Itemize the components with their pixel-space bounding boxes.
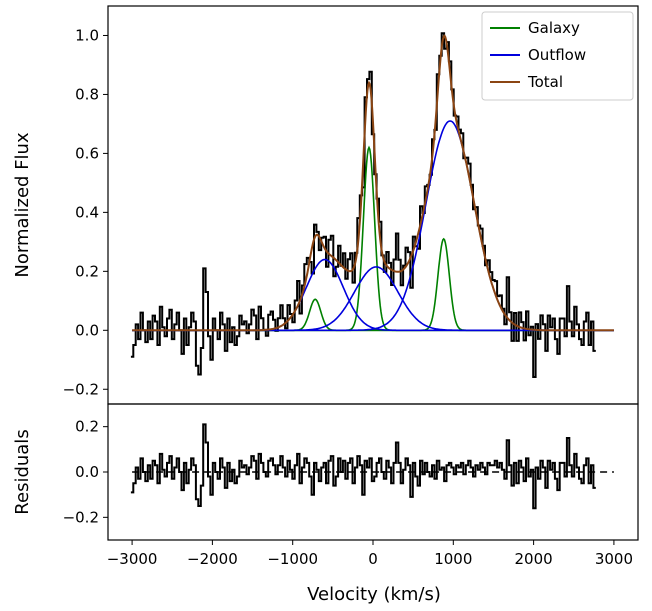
residuals-curves xyxy=(130,423,614,510)
fit-y-axis-label: Normalized Flux xyxy=(12,132,33,278)
x-tick-label: 1000 xyxy=(434,550,472,568)
x-tick-label: −1000 xyxy=(267,550,318,568)
residuals-y-ticks: −0.2 0.0 0.2 xyxy=(63,418,108,526)
residuals-x-ticks: −3000 −2000 −1000 0 1000 2000 3000 xyxy=(107,540,633,568)
residuals-y-axis-label: Residuals xyxy=(12,429,33,514)
fit-curves xyxy=(130,32,614,378)
legend-box xyxy=(481,11,634,101)
x-tick-label: 0 xyxy=(368,550,378,568)
residuals-spectrum xyxy=(130,423,596,510)
fit-y-tick-label: 0.0 xyxy=(75,321,99,339)
legend-label-total: Total xyxy=(527,73,563,91)
fit-y-tick-label: 0.6 xyxy=(75,144,99,162)
residuals-y-tick-label: −0.2 xyxy=(63,508,99,526)
x-tick-label: 3000 xyxy=(595,550,633,568)
fit-y-tick-label: 0.4 xyxy=(75,203,99,221)
fit-y-tick-label: 0.8 xyxy=(75,85,99,103)
x-tick-label: 2000 xyxy=(515,550,553,568)
fit-panel: −0.2 0.0 0.2 0.4 0.6 0.8 1.0 Galaxy Outflow Tota… xyxy=(12,5,639,405)
fit-y-tick-label: −0.2 xyxy=(63,380,99,398)
fit-y-ticks: −0.2 0.0 0.2 0.4 0.6 0.8 1.0 xyxy=(63,26,108,398)
x-tick-label: −3000 xyxy=(107,550,158,568)
x-tick-label: −2000 xyxy=(187,550,238,568)
x-axis-label: Velocity (km/s) xyxy=(307,584,441,605)
total-fit-line xyxy=(132,34,614,332)
residuals-y-tick-label: 0.2 xyxy=(75,418,99,436)
legend-label-outflow: Outflow xyxy=(528,46,586,64)
residuals-panel: −0.20.00.2 −3000 −2000 −1000 0 1000 2000 3000 … xyxy=(12,403,639,605)
fit-y-tick-label: 1.0 xyxy=(75,26,99,44)
legend: Galaxy Outflow Total xyxy=(481,11,634,101)
residuals-y-tick-label: 0.0 xyxy=(75,463,99,481)
fit-y-tick-label: 0.2 xyxy=(75,262,99,280)
legend-label-galaxy: Galaxy xyxy=(528,19,580,37)
